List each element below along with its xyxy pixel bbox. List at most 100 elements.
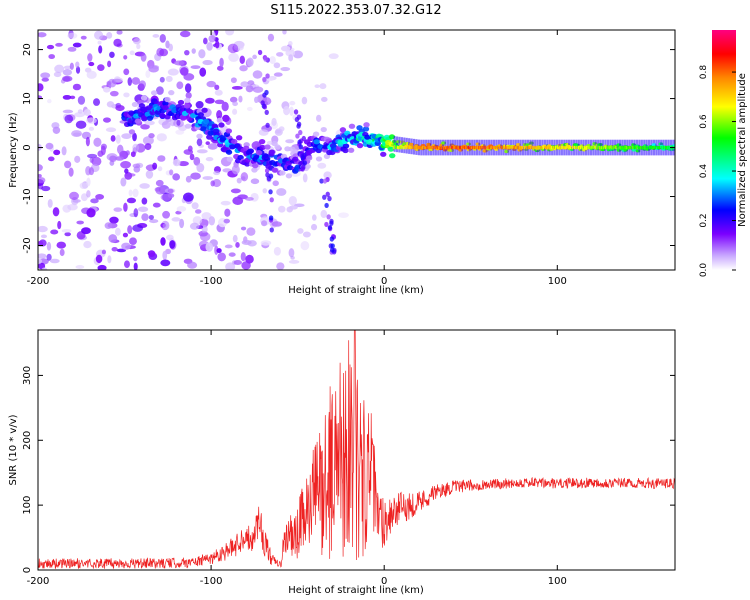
heatmap-cell	[664, 145, 667, 150]
heatmap-cell	[252, 70, 263, 79]
heatmap-cell	[223, 218, 230, 224]
heatmap-cell	[247, 80, 255, 86]
heatmap-cell	[302, 231, 311, 238]
heatmap-cell	[173, 119, 184, 128]
heatmap-cell	[189, 153, 195, 161]
heatmap-cell	[473, 145, 476, 150]
heatmap-cell	[536, 145, 538, 150]
heatmap-cell	[105, 127, 117, 133]
heatmap-cell	[86, 208, 96, 218]
heatmap-cell	[145, 105, 153, 111]
heatmap-cell	[160, 237, 166, 246]
heatmap-cell	[283, 105, 290, 116]
heatmap-cell	[133, 256, 138, 262]
heatmap-cell	[348, 123, 356, 129]
heatmap-cell	[244, 196, 254, 201]
heatmap-cell	[235, 135, 243, 141]
heatmap-cell	[62, 109, 74, 114]
heatmap-cell	[133, 262, 138, 270]
heatmap-cell	[325, 191, 330, 197]
heatmap-cell	[97, 64, 105, 72]
heatmap-cell	[313, 139, 320, 145]
heatmap-cell	[196, 149, 208, 154]
heatmap-cell	[451, 145, 453, 150]
heatmap-cell	[315, 147, 322, 154]
heatmap-cell	[145, 70, 151, 78]
heatmap-cell	[132, 224, 144, 232]
heatmap-cell	[232, 101, 238, 107]
heatmap-cell	[444, 145, 447, 150]
heatmap-cell	[241, 176, 246, 180]
heatmap-cell	[121, 133, 132, 140]
heatmap-cell	[484, 145, 486, 150]
colorbar-gradient	[712, 30, 736, 270]
heatmap-cell	[130, 151, 136, 158]
spectrogram-x-label: Height of straight line (km)	[288, 285, 424, 296]
heatmap-cell	[298, 129, 303, 136]
snr-x-tick-label: -200	[27, 576, 50, 587]
heatmap-cell	[108, 234, 118, 243]
heatmap-cell	[434, 145, 436, 150]
heatmap-cell	[231, 85, 243, 90]
heatmap-cell	[214, 245, 219, 255]
heatmap-cell	[297, 228, 304, 234]
heatmap-cell	[41, 267, 48, 270]
heatmap-cell	[656, 145, 659, 150]
heatmap-cell	[122, 232, 129, 238]
heatmap-cell	[148, 133, 155, 139]
heatmap-cell	[239, 65, 248, 72]
heatmap-cell	[160, 259, 171, 267]
heatmap-cell	[196, 163, 205, 173]
heatmap-cell	[494, 145, 497, 150]
heatmap-cell	[305, 155, 313, 161]
heatmap-cell	[271, 221, 283, 227]
heatmap-cell	[515, 143, 521, 147]
heatmap-cell	[440, 145, 443, 150]
heatmap-cell	[214, 89, 223, 96]
heatmap-cell	[258, 139, 266, 145]
heatmap-cell	[212, 128, 220, 134]
heatmap-cell	[216, 109, 223, 120]
heatmap-cell	[218, 122, 225, 128]
heatmap-cell	[195, 100, 204, 109]
heatmap-cell	[273, 62, 281, 69]
heatmap-cell	[471, 145, 474, 150]
heatmap-cell	[227, 43, 239, 54]
heatmap-cell	[57, 220, 62, 230]
heatmap-cell	[55, 42, 63, 47]
heatmap-cell	[519, 145, 522, 150]
heatmap-cell	[245, 85, 254, 93]
heatmap-cell	[327, 224, 333, 231]
heatmap-cell	[225, 116, 232, 126]
heatmap-cell	[262, 92, 267, 98]
heatmap-cell	[311, 223, 318, 231]
heatmap-cell	[127, 225, 133, 235]
heatmap-cell	[214, 84, 220, 91]
heatmap-cell	[69, 62, 74, 70]
heatmap-cell	[83, 108, 91, 116]
heatmap-cell	[262, 188, 268, 194]
heatmap-cell	[230, 77, 237, 84]
heatmap-cell	[159, 34, 166, 43]
heatmap-cell	[206, 134, 213, 140]
heatmap-cell	[667, 145, 669, 150]
heatmap-cell	[40, 72, 51, 79]
heatmap-cell	[231, 138, 238, 145]
heatmap-cell	[166, 234, 174, 241]
spectrogram-y-tick-label: 20	[22, 43, 33, 56]
heatmap-cell	[302, 173, 308, 183]
colorbar-tick-label: 0.4	[699, 164, 709, 179]
heatmap-cell	[150, 90, 158, 96]
heatmap-cell	[486, 145, 488, 150]
heatmap-cell	[97, 40, 102, 45]
heatmap-cell	[276, 52, 284, 57]
heatmap-cell	[457, 145, 459, 150]
heatmap-cell	[144, 111, 151, 117]
heatmap-cell	[61, 146, 67, 156]
heatmap-cell	[482, 145, 484, 150]
figure-title: S115.2022.353.07.32.G12	[270, 3, 441, 18]
heatmap-cell	[162, 210, 171, 219]
heatmap-cell	[411, 145, 414, 150]
heatmap-cell	[85, 117, 97, 124]
heatmap-cell	[115, 134, 121, 144]
